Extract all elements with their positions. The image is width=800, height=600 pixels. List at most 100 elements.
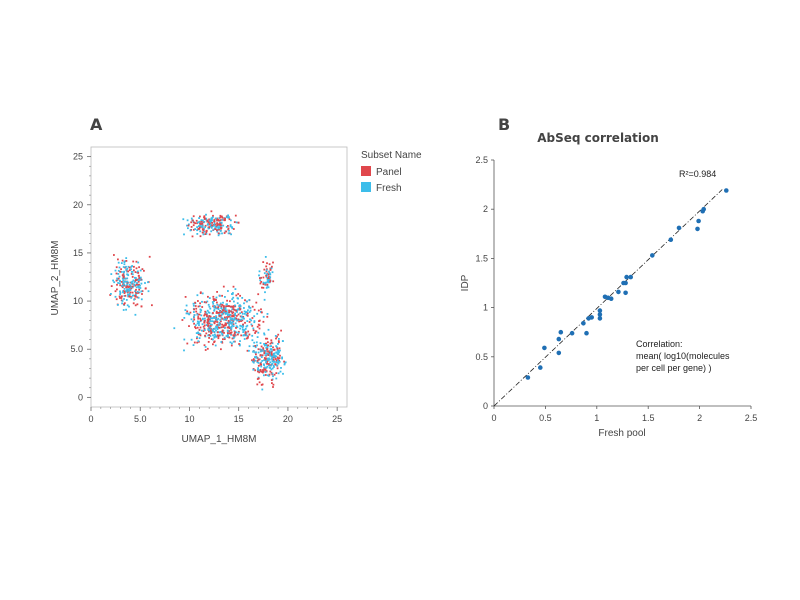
umap-cell-point	[248, 305, 250, 308]
umap-cell-point	[252, 327, 255, 330]
umap-cell-point	[264, 282, 266, 285]
umap-cell-point	[258, 270, 261, 273]
umap-cell-point	[212, 305, 214, 308]
umap-cell-point	[268, 374, 270, 377]
umap-cell-point	[233, 332, 236, 335]
umap-cell-point	[270, 368, 273, 371]
umap-cell-point	[192, 215, 195, 218]
umap-cell-point	[209, 225, 212, 227]
umap-cell-point	[261, 388, 264, 391]
umap-cell-point	[256, 378, 259, 380]
umap-cell-point	[126, 291, 129, 294]
umap-cell-point	[195, 219, 198, 222]
umap-cell-point	[209, 320, 212, 323]
umap-cell-point	[257, 331, 260, 334]
umap-cell-point	[203, 319, 206, 322]
umap-cell-point	[117, 269, 120, 272]
umap-cell-point	[272, 386, 274, 388]
umap-cell-point	[257, 370, 259, 373]
umap-cell-point	[195, 307, 198, 310]
umap-cell-point	[202, 233, 205, 236]
umap-cell-point	[188, 325, 190, 327]
umap-cell-point	[205, 301, 207, 304]
umap-cell-point	[121, 286, 124, 289]
umap-cell-point	[123, 283, 125, 286]
umap-cell-point	[201, 306, 204, 308]
legend-swatch-fresh	[361, 182, 371, 192]
umap-cell-point	[231, 342, 233, 345]
umap-cell-point	[221, 219, 223, 221]
umap-cell-point	[196, 336, 198, 338]
umap-cell-point	[196, 326, 199, 329]
umap-cell-point	[267, 363, 270, 365]
umap-cell-point	[277, 362, 280, 365]
umap-cell-point	[214, 227, 217, 229]
umap-cell-point	[122, 276, 125, 279]
umap-cell-point	[147, 281, 149, 284]
umap-cell-point	[194, 305, 197, 307]
umap-legend: Subset Name Panel Fresh	[361, 150, 422, 194]
umap-cell-point	[137, 280, 140, 283]
umap-cell-point	[238, 307, 241, 309]
umap-x-tick-label: 20	[283, 414, 293, 424]
umap-cell-point	[252, 345, 255, 348]
umap-cell-point	[266, 273, 268, 276]
umap-cell-point	[274, 335, 277, 337]
umap-cell-point	[197, 333, 200, 336]
umap-cell-point	[207, 317, 210, 319]
umap-cell-point	[124, 294, 127, 297]
umap-cell-point	[243, 307, 245, 309]
umap-cell-point	[222, 309, 225, 312]
umap-cell-point	[216, 334, 219, 337]
umap-cell-point	[127, 265, 130, 268]
umap-cell-point	[132, 260, 135, 263]
umap-cell-point	[230, 322, 232, 325]
umap-cell-point	[256, 336, 259, 338]
abseq-data-point	[623, 280, 628, 286]
umap-cell-point	[238, 344, 241, 347]
umap-cell-point	[239, 324, 242, 327]
umap-cell-point	[262, 370, 264, 373]
umap-cell-point	[211, 225, 214, 228]
umap-cell-point	[246, 314, 249, 317]
abseq-data-point	[597, 308, 603, 313]
umap-cell-point	[213, 327, 216, 330]
umap-cell-point	[206, 223, 209, 226]
umap-cell-point	[123, 263, 126, 266]
umap-cell-point	[269, 276, 271, 279]
umap-cell-point	[243, 338, 246, 340]
umap-cell-point	[208, 334, 211, 336]
umap-cell-point	[199, 223, 202, 225]
umap-cell-point	[254, 346, 257, 349]
umap-cell-point	[122, 281, 125, 284]
umap-cell-point	[266, 278, 269, 281]
abseq-data-point	[616, 289, 621, 295]
umap-cell-point	[140, 290, 143, 293]
umap-cell-point	[228, 313, 231, 316]
umap-cell-point	[276, 347, 279, 350]
umap-cell-point	[127, 274, 130, 277]
umap-cell-point	[230, 331, 233, 334]
umap-cell-point	[210, 332, 213, 335]
umap-cell-point	[225, 305, 227, 308]
umap-cell-point	[212, 320, 215, 323]
umap-cell-point	[280, 329, 282, 332]
umap-cell-point	[221, 215, 223, 218]
umap-cell-point	[228, 315, 231, 317]
umap-cell-point	[267, 328, 270, 331]
umap-cell-point	[272, 280, 275, 283]
umap-cell-point	[265, 370, 268, 373]
umap-cell-point	[220, 348, 222, 351]
umap-cell-point	[209, 307, 212, 310]
umap-cell-point	[264, 349, 267, 352]
umap-cell-point	[219, 322, 221, 325]
umap-cell-point	[258, 358, 261, 361]
umap-cell-point	[122, 273, 125, 276]
umap-cell-point	[196, 341, 199, 344]
umap-cell-point	[254, 369, 257, 372]
umap-cell-point	[254, 351, 256, 354]
umap-cell-point	[260, 384, 263, 386]
umap-cell-point	[222, 285, 225, 288]
umap-cell-point	[264, 374, 267, 376]
